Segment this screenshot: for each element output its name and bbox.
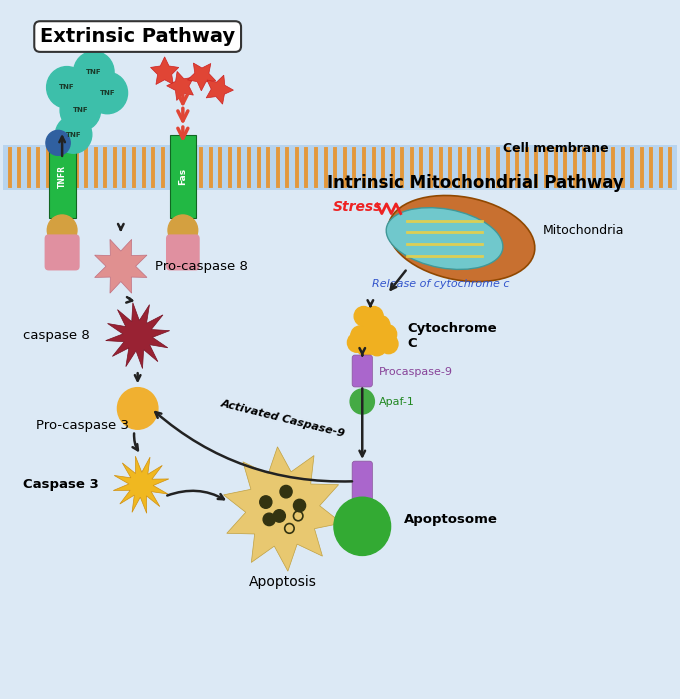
Circle shape <box>46 131 70 155</box>
Circle shape <box>364 306 383 326</box>
FancyBboxPatch shape <box>45 234 80 271</box>
Text: Activated Caspase-9: Activated Caspase-9 <box>220 398 346 439</box>
FancyBboxPatch shape <box>352 355 373 387</box>
Text: Apoptosis: Apoptosis <box>249 575 317 589</box>
Circle shape <box>294 499 305 512</box>
Text: Procaspase-9: Procaspase-9 <box>379 367 453 377</box>
Circle shape <box>263 513 275 526</box>
Text: TNF: TNF <box>59 85 75 90</box>
Text: Intrinsic Mitochondrial Pathway: Intrinsic Mitochondrial Pathway <box>326 174 624 192</box>
Circle shape <box>359 326 378 345</box>
Text: Apaf-1: Apaf-1 <box>379 396 415 407</box>
Text: Release of cytochrome c: Release of cytochrome c <box>373 279 510 289</box>
Circle shape <box>118 388 158 429</box>
Text: Mitochondria: Mitochondria <box>543 224 624 237</box>
Text: Apoptosome: Apoptosome <box>404 513 498 526</box>
FancyBboxPatch shape <box>352 461 373 505</box>
Circle shape <box>60 89 101 131</box>
Text: Pro-caspase 8: Pro-caspase 8 <box>154 260 248 273</box>
Text: Caspase 3: Caspase 3 <box>23 478 99 491</box>
FancyBboxPatch shape <box>49 134 75 218</box>
Text: Pro-caspase 3: Pro-caspase 3 <box>37 419 129 432</box>
Circle shape <box>379 334 398 354</box>
Text: FasL: FasL <box>198 41 233 55</box>
Text: TNF: TNF <box>73 107 88 113</box>
Circle shape <box>168 215 198 245</box>
Circle shape <box>73 51 114 93</box>
Circle shape <box>363 315 381 335</box>
Circle shape <box>280 485 292 498</box>
Circle shape <box>375 326 393 345</box>
Circle shape <box>347 333 367 352</box>
Circle shape <box>350 389 375 414</box>
Circle shape <box>48 215 77 245</box>
Text: Stress: Stress <box>333 201 383 215</box>
Circle shape <box>356 336 375 356</box>
Circle shape <box>354 306 373 326</box>
Text: TNF: TNF <box>99 90 115 96</box>
Polygon shape <box>206 75 233 104</box>
Bar <box>3 145 677 190</box>
Polygon shape <box>105 303 170 368</box>
Circle shape <box>351 326 370 345</box>
Circle shape <box>334 497 390 556</box>
Circle shape <box>368 336 386 356</box>
Text: Cytochrome
C: Cytochrome C <box>407 322 497 350</box>
Text: caspase 8: caspase 8 <box>23 329 90 342</box>
Polygon shape <box>95 239 147 293</box>
Ellipse shape <box>388 196 534 282</box>
Polygon shape <box>150 57 179 85</box>
Text: TNF: TNF <box>86 69 101 75</box>
Polygon shape <box>114 456 169 513</box>
FancyBboxPatch shape <box>166 234 200 271</box>
Ellipse shape <box>386 208 503 269</box>
Polygon shape <box>167 71 194 101</box>
Circle shape <box>371 315 390 335</box>
Text: Fas: Fas <box>178 168 188 185</box>
Circle shape <box>378 324 396 344</box>
Circle shape <box>55 116 92 153</box>
Circle shape <box>87 72 128 114</box>
Polygon shape <box>188 63 216 91</box>
Text: Extrinsic Pathway: Extrinsic Pathway <box>40 27 235 46</box>
Circle shape <box>47 66 87 108</box>
FancyBboxPatch shape <box>170 134 196 218</box>
Text: TNFR: TNFR <box>58 165 67 187</box>
Circle shape <box>273 510 286 522</box>
Text: TNF: TNF <box>66 131 82 138</box>
Circle shape <box>260 496 272 508</box>
Polygon shape <box>224 447 342 571</box>
Text: Cell membrane: Cell membrane <box>503 142 609 155</box>
